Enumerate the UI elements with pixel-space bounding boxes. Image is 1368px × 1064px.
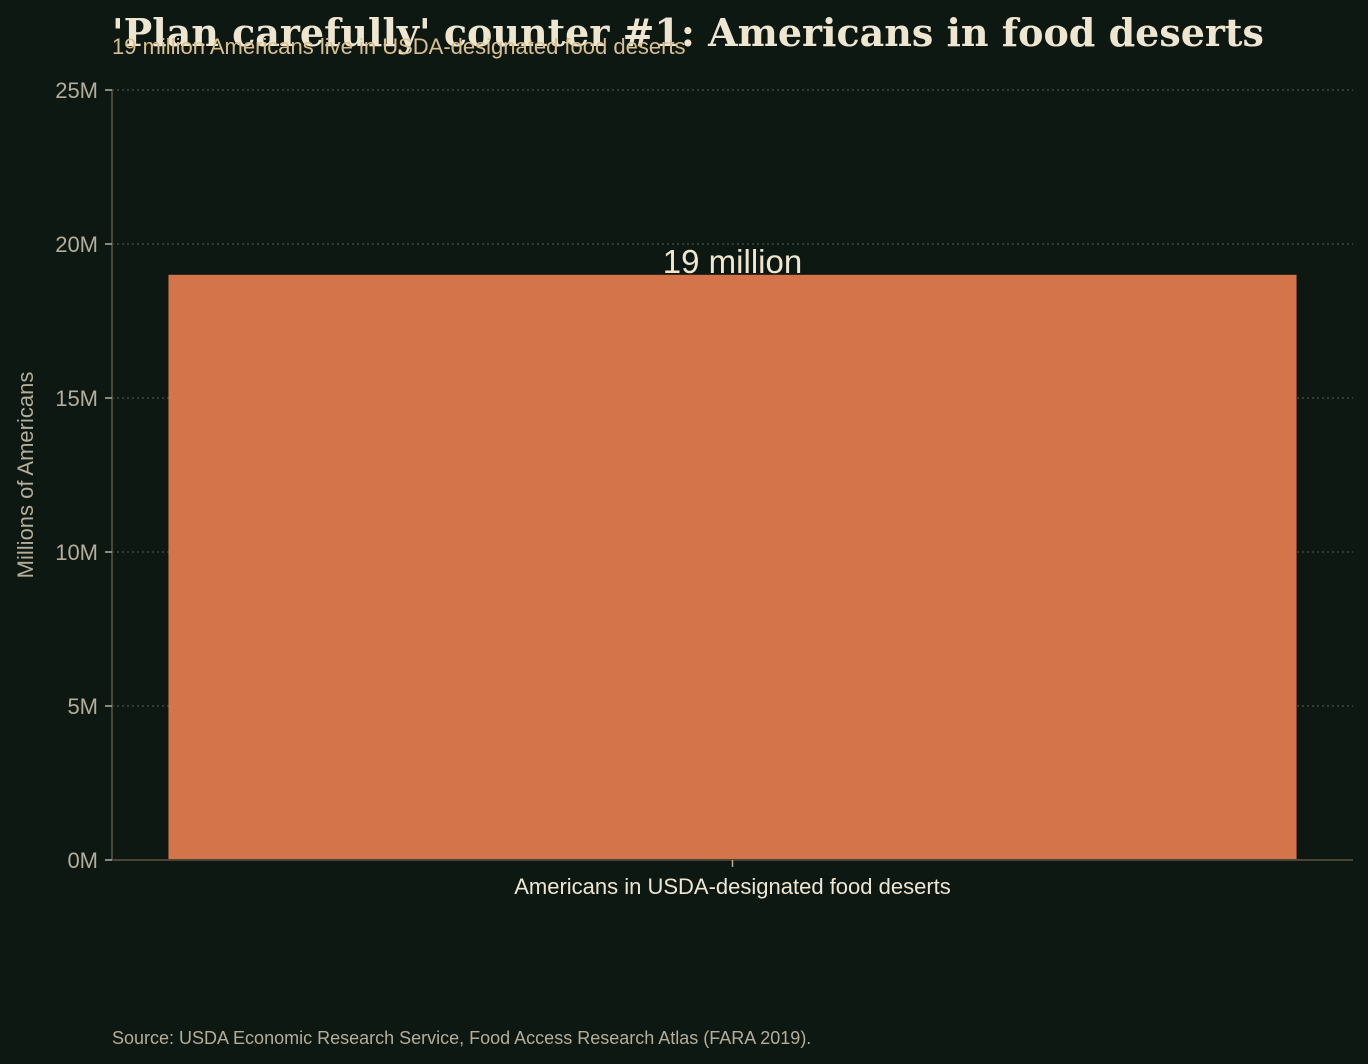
y-tick-label: 15M — [55, 386, 98, 411]
y-axis-ticks: 0M 5M 10M 15M 20M 25M — [55, 78, 112, 873]
y-tick-label: 20M — [55, 232, 98, 257]
x-axis-ticks: Americans in USDA-designated food desert… — [514, 860, 951, 899]
bar-value-label: 19 million — [663, 243, 802, 280]
y-tick-label: 5M — [67, 694, 98, 719]
y-tick-label: 10M — [55, 540, 98, 565]
y-axis-title: Millions of Americans — [13, 372, 38, 579]
chart-title: 'Plan carefully' counter #1: Americans i… — [112, 10, 1264, 55]
y-tick-label: 0M — [67, 848, 98, 873]
bars — [168, 274, 1297, 860]
x-tick-label: Americans in USDA-designated food desert… — [514, 874, 951, 899]
bar — [168, 274, 1297, 860]
source-note: Source: USDA Economic Research Service, … — [112, 1028, 811, 1048]
data-labels: 19 million — [663, 243, 802, 280]
chart-subtitle: 19 million Americans live in USDA-design… — [112, 34, 686, 59]
y-tick-label: 25M — [55, 78, 98, 103]
